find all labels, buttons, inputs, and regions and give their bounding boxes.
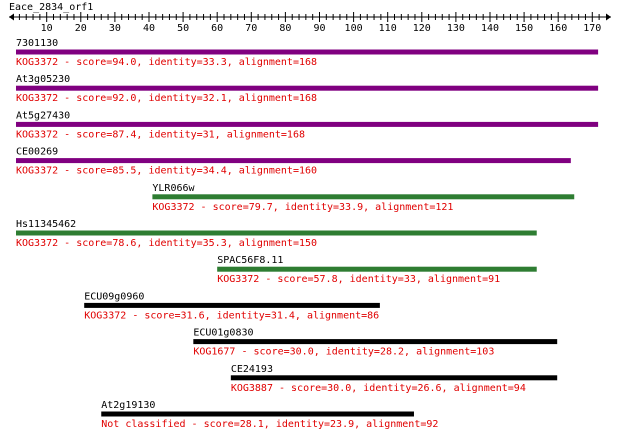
hit-name: ECU01g0830: [193, 328, 253, 339]
ruler-tick-label: 70: [245, 23, 257, 34]
hit-alignment-bar[interactable]: [16, 230, 537, 236]
hit-score-label: KOG3372 - score=31.6, identity=31.4, ali…: [84, 310, 379, 321]
ruler-right-arrow: [606, 13, 611, 21]
hit-alignment-bar[interactable]: [230, 375, 558, 381]
hit-score-label: KOG3372 - score=94.0, identity=33.3, ali…: [16, 57, 317, 68]
ruler-left-arrow: [9, 13, 14, 21]
hit-list: 7301130 KOG3372 - score=94.0, identity=33…: [16, 38, 599, 430]
hit-row: At3g05230 KOG3372 - score=92.0, identity=…: [16, 74, 599, 104]
hit-alignment-bar[interactable]: [217, 266, 537, 272]
ruler-tick-label: 100: [345, 23, 363, 34]
ruler-tick-label: 120: [413, 23, 431, 34]
hit-name: Hs11345462: [16, 219, 76, 230]
hit-name: At5g27430: [16, 110, 70, 121]
hit-row: CE24193 KOG3887 - score=30.0, identity=26…: [230, 364, 558, 394]
hit-name: At2g19130: [101, 400, 155, 411]
ruler-tick-label: 110: [379, 23, 397, 34]
hit-row: ECU01g0830 KOG1677 - score=30.0, identity…: [193, 328, 558, 358]
hit-alignment-bar[interactable]: [193, 339, 558, 345]
hit-score-label: KOG3372 - score=87.4, identity=31, align…: [16, 129, 305, 140]
hit-alignment-bar[interactable]: [16, 85, 599, 91]
ruler-tick-label: 90: [313, 23, 325, 34]
hit-name: SPAC56F8.11: [217, 255, 283, 266]
hit-score-label: KOG3372 - score=79.7, identity=33.9, ali…: [152, 202, 453, 213]
hit-alignment-bar[interactable]: [16, 49, 599, 55]
ruler-tick-label: 140: [481, 23, 499, 34]
ruler-tick-label: 40: [143, 23, 155, 34]
hit-score-label: Not classified - score=28.1, identity=23…: [101, 419, 438, 430]
ruler-tick-label: 160: [549, 23, 567, 34]
hit-row: YLR066w KOG3372 - score=79.7, identity=33…: [152, 183, 575, 213]
hit-row: At2g19130 Not classified - score=28.1, id…: [101, 400, 438, 430]
ruler-tick-label: 150: [515, 23, 533, 34]
ruler-tick-label: 20: [75, 23, 87, 34]
hit-score-label: KOG3372 - score=78.6, identity=35.3, ali…: [16, 238, 317, 249]
hit-name: ECU09g0960: [84, 291, 144, 302]
ruler-tick-label: 50: [177, 23, 189, 34]
ruler-tick-label: 10: [41, 23, 53, 34]
hit-name: YLR066w: [152, 183, 195, 194]
ruler-tick-label: 30: [109, 23, 121, 34]
hit-row: CE00269 KOG3372 - score=85.5, identity=34…: [16, 147, 571, 177]
ruler-tick-label: 60: [211, 23, 223, 34]
hit-score-label: KOG1677 - score=30.0, identity=28.2, ali…: [193, 347, 494, 358]
ruler-tick-label: 80: [279, 23, 291, 34]
hit-alignment-bar[interactable]: [16, 121, 599, 127]
sequence-ruler: 10 20 30 40 50 60 70 80 90 100 110 120 130 140 150 160 1…: [9, 12, 611, 34]
hit-row: 7301130 KOG3372 - score=94.0, identity=33…: [16, 38, 599, 68]
hit-name: 7301130: [16, 38, 58, 49]
hit-row: At5g27430 KOG3372 - score=87.4, identity=…: [16, 110, 599, 140]
hit-alignment-bar[interactable]: [84, 302, 380, 308]
hit-row: Hs11345462 KOG3372 - score=78.6, identity…: [16, 219, 537, 249]
ruler-tick-label: 130: [447, 23, 465, 34]
hit-name: At3g05230: [16, 74, 70, 85]
ruler-tick-label: 170: [583, 23, 601, 34]
hit-alignment-bar[interactable]: [16, 158, 571, 164]
hit-row: SPAC56F8.11 KOG3372 - score=57.8, identit…: [217, 255, 537, 285]
hit-score-label: KOG3372 - score=92.0, identity=32.1, ali…: [16, 93, 317, 104]
hit-score-label: KOG3372 - score=85.5, identity=34.4, ali…: [16, 166, 317, 177]
hit-alignment-bar[interactable]: [152, 194, 575, 200]
hit-score-label: KOG3887 - score=30.0, identity=26.6, ali…: [231, 383, 526, 394]
hit-name: CE24193: [231, 364, 273, 375]
hit-alignment-bar[interactable]: [101, 411, 414, 417]
hit-row: ECU09g0960 KOG3372 - score=31.6, identity…: [84, 291, 380, 321]
query-name: Eace_2834_orf1: [9, 2, 93, 13]
hit-score-label: KOG3372 - score=57.8, identity=33, align…: [217, 274, 500, 285]
hit-name: CE00269: [16, 147, 58, 158]
